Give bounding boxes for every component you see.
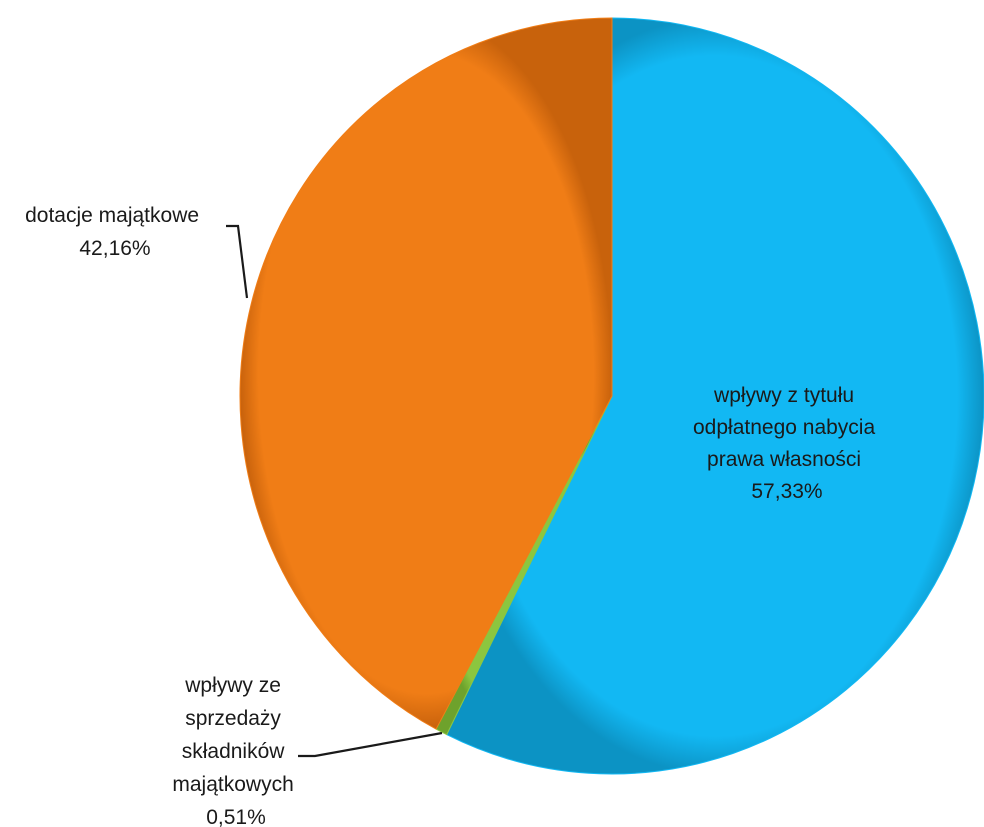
data-label-sprzedaz: wpływy ze sprzedaży składników majątkowy… <box>172 674 299 827</box>
slice-dotacje <box>239 17 613 730</box>
data-label-dotacje: dotacje majątkowe 42,16% <box>25 204 205 260</box>
slice-odplatne <box>446 17 984 775</box>
data-label-odplatne: wpływy z tytułu odpłatnego nabycia prawa… <box>693 384 881 503</box>
pie-slices <box>239 17 984 775</box>
leader-line-dotacje <box>226 224 249 299</box>
leader-line-sprzedaz <box>298 731 443 758</box>
